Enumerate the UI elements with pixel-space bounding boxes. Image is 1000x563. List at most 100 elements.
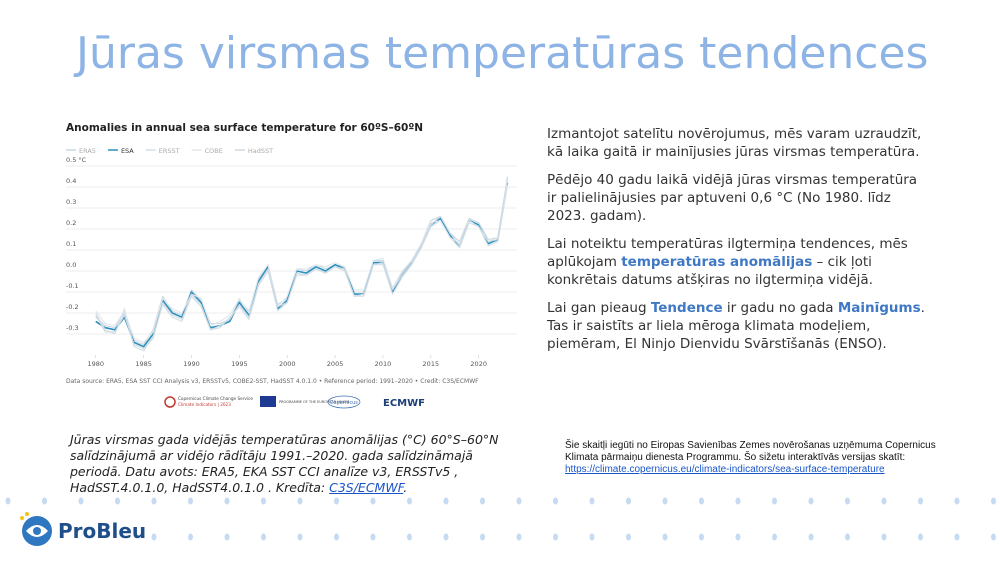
source-note: Šie skaitļi iegūti no Eiropas Savienības… <box>565 440 965 476</box>
decor-dot <box>589 497 595 505</box>
decor-dot <box>845 497 850 505</box>
text: ir gadu no gada <box>722 300 838 316</box>
decor-dot <box>662 533 668 541</box>
decor-dot <box>954 533 960 541</box>
decor-dot <box>370 497 376 505</box>
decor-dot <box>151 533 157 541</box>
text: Lai gan pieaug <box>547 300 651 316</box>
decor-dot <box>699 497 704 505</box>
decor-dot <box>297 533 303 541</box>
y-tick-label: -0.3 <box>66 324 79 332</box>
logo-text: Copernicus Climate Change Service <box>178 396 253 401</box>
decor-dot <box>443 497 449 505</box>
decor-dot <box>808 497 814 505</box>
y-tick-label: 0.2 <box>66 219 76 227</box>
series-line <box>95 182 509 348</box>
decor-dot <box>699 533 704 541</box>
legend-label: ERA5 <box>79 147 96 155</box>
x-tick-label: 1995 <box>231 360 248 368</box>
note-text: Šie skaitļi iegūti no Eiropas Savienības… <box>565 440 936 463</box>
decor-dot <box>370 533 376 541</box>
decor-dot <box>334 533 339 541</box>
logo-text: ProBleu <box>58 519 147 543</box>
decor-dot <box>589 533 595 541</box>
decor-dot <box>553 497 558 505</box>
decor-dot <box>772 497 777 505</box>
legend-label: ESA <box>121 147 134 155</box>
logo-icon <box>164 396 176 408</box>
eu-flag <box>260 396 276 407</box>
decor-dot <box>261 533 266 541</box>
x-tick-label: 2000 <box>279 360 296 368</box>
decor-dot <box>626 533 631 541</box>
decor-dot <box>918 533 923 541</box>
x-tick-label: 2020 <box>470 360 487 368</box>
figure-caption: Jūras virsmas gada vidējās temperatūras … <box>70 432 510 496</box>
text: – cik ļoti konkrētais datums atšķiras no… <box>547 254 873 288</box>
legend-label: ERSST <box>159 147 180 155</box>
decor-dot <box>991 533 996 541</box>
logo-icon <box>327 395 361 409</box>
decor-dot <box>480 533 485 541</box>
paragraph: Lai gan pieaug Tendence ir gadu no gada … <box>547 299 927 353</box>
decor-dot <box>5 497 11 505</box>
highlight-term: Mainīgums <box>837 300 921 316</box>
y-tick-label: -0.2 <box>66 303 79 311</box>
decor-dot <box>480 497 485 505</box>
chart-title: Anomalies in annual sea surface temperat… <box>66 122 423 134</box>
decor-dot <box>188 533 193 541</box>
decor-dot <box>297 497 303 505</box>
y-tick-label: 0.0 <box>66 261 76 269</box>
decor-dot <box>553 533 558 541</box>
decor-dot <box>954 497 960 505</box>
chart-footnote: Data source: ERA5, ESA SST CCI Analysis … <box>66 378 479 385</box>
highlight-term: temperatūras anomālijas <box>621 254 813 270</box>
decor-dot <box>845 533 850 541</box>
paragraph: Lai noteiktu temperatūras ilgtermiņa ten… <box>547 235 927 289</box>
text: Izmantojot satelītu novērojumus, mēs var… <box>547 126 922 160</box>
decor-dot <box>626 497 631 505</box>
decor-dot <box>224 497 230 505</box>
highlight-term: Tendence <box>650 300 723 316</box>
decor-dot <box>881 533 887 541</box>
slide-title: Jūras virsmas temperatūras tendences <box>76 28 929 79</box>
chart: Anomalies in annual sea surface temperat… <box>66 122 517 409</box>
text: . Tas ir saistīts ar liela mēroga klimat… <box>547 300 925 352</box>
note-link[interactable]: https://climate.copernicus.eu/climate-in… <box>565 464 885 475</box>
decor-dot <box>516 533 522 541</box>
series-line <box>95 184 508 352</box>
y-tick-label: -0.1 <box>66 282 79 290</box>
logo-text: Copernicus <box>330 400 358 406</box>
y-tick-label: 0.5 °C <box>66 156 87 164</box>
decor-dot <box>224 533 230 541</box>
logo-text: PROGRAMME OF THE EUROPEAN UNION <box>279 400 349 404</box>
caption-link[interactable]: C3S/ECMWF <box>329 480 404 495</box>
decor-dot <box>407 497 412 505</box>
paragraph: Pēdējo 40 gadu laikā vidējā jūras virsma… <box>547 171 927 225</box>
x-tick-label: 2015 <box>423 360 440 368</box>
decor-dot <box>261 497 266 505</box>
series-line <box>95 176 508 350</box>
decor-dot <box>151 497 157 505</box>
legend-label: HadSST <box>248 147 273 155</box>
legend-label: COBE <box>205 147 223 155</box>
decor-dot <box>735 497 741 505</box>
decor-dot <box>115 497 120 505</box>
decor-dot <box>881 497 887 505</box>
decor-dot <box>78 497 84 505</box>
decor-dot <box>516 497 522 505</box>
x-tick-label: 2010 <box>375 360 392 368</box>
series-line <box>95 180 508 343</box>
decor-dot <box>42 497 47 505</box>
probleu-icon <box>20 512 52 546</box>
decor-dot <box>808 533 814 541</box>
decor-dot <box>918 497 923 505</box>
decor-dot <box>443 533 449 541</box>
decor-dot <box>991 497 996 505</box>
decor-dot <box>772 533 777 541</box>
logo-text: ECMWF <box>383 398 425 409</box>
x-tick-label: 1980 <box>87 360 104 368</box>
body-text: Izmantojot satelītu novērojumus, mēs var… <box>547 125 927 363</box>
